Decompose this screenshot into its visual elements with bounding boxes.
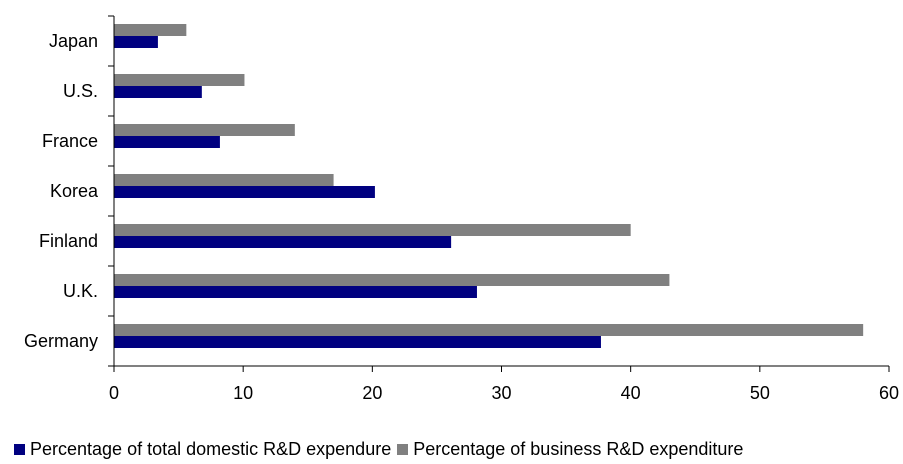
bar-business-1 bbox=[114, 74, 245, 86]
bar-business-0 bbox=[114, 24, 187, 36]
bar-chart: Japan U.S. France Korea Finland U.K. Germany 0 1… bbox=[24, 15, 899, 403]
bar-domestic-5 bbox=[114, 286, 477, 298]
legend-item-domestic: Percentage of total domestic R&D expendu… bbox=[14, 439, 391, 460]
legend-item-business: Percentage of business R&D expenditure bbox=[397, 439, 743, 460]
legend: Percentage of total domestic R&D expendu… bbox=[14, 438, 749, 460]
x-tick-label-4: 40 bbox=[621, 383, 641, 403]
bar-domestic-0 bbox=[114, 36, 158, 48]
legend-swatch-domestic bbox=[14, 443, 25, 455]
bar-domestic-4 bbox=[114, 236, 452, 248]
category-label-4: Finland bbox=[39, 231, 98, 251]
category-label-5: U.K. bbox=[63, 281, 98, 301]
category-label-6: Germany bbox=[24, 331, 98, 351]
bars-group bbox=[114, 24, 864, 348]
category-label-2: France bbox=[42, 131, 98, 151]
labels-group: Japan U.S. France Korea Finland U.K. Germany 0 1… bbox=[24, 31, 899, 403]
x-tick-label-1: 10 bbox=[233, 383, 253, 403]
category-label-1: U.S. bbox=[63, 81, 98, 101]
bar-domestic-2 bbox=[114, 136, 220, 148]
x-tick-label-2: 20 bbox=[362, 383, 382, 403]
bar-business-3 bbox=[114, 174, 334, 186]
x-tick-label-6: 60 bbox=[879, 383, 899, 403]
bar-business-5 bbox=[114, 274, 670, 286]
bar-domestic-6 bbox=[114, 336, 601, 348]
legend-label-domestic: Percentage of total domestic R&D expendu… bbox=[30, 438, 392, 459]
bar-business-2 bbox=[114, 124, 295, 136]
x-tick-label-3: 30 bbox=[491, 383, 511, 403]
axes-group bbox=[108, 15, 890, 372]
x-tick-label-5: 50 bbox=[750, 383, 770, 403]
bar-business-6 bbox=[114, 324, 864, 336]
category-label-0: Japan bbox=[49, 31, 98, 51]
bar-domestic-1 bbox=[114, 86, 202, 98]
category-label-3: Korea bbox=[50, 181, 99, 201]
bar-business-4 bbox=[114, 224, 631, 236]
legend-label-business: Percentage of business R&D expenditure bbox=[413, 438, 744, 459]
legend-swatch-business bbox=[397, 443, 409, 455]
x-tick-label-0: 0 bbox=[109, 383, 119, 403]
bar-domestic-3 bbox=[114, 186, 375, 198]
